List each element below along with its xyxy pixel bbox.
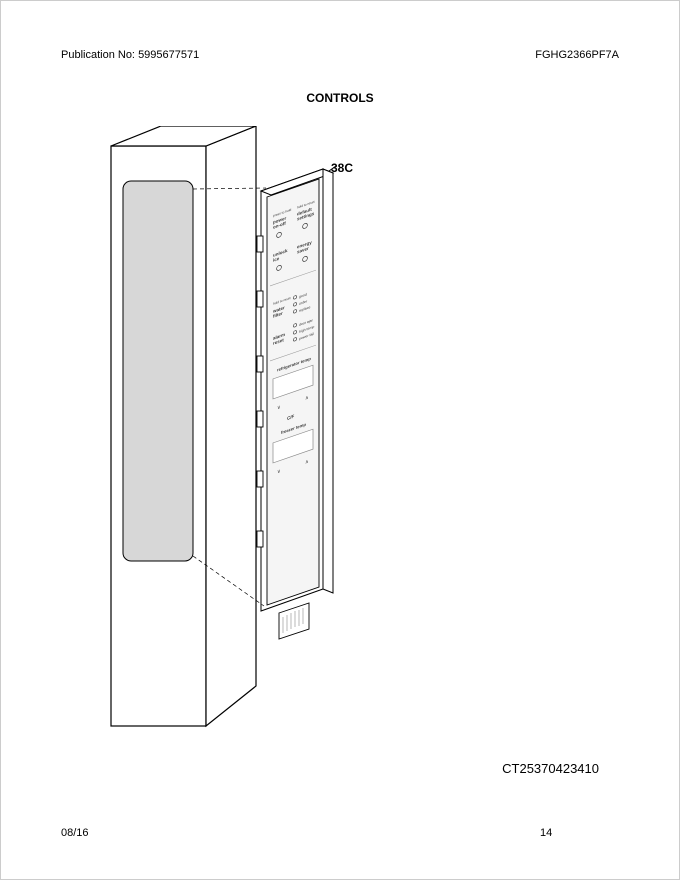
controls-diagram: press to hold hold to reset power on-off… xyxy=(86,126,596,766)
page-header: Publication No: 5995677571 FGHG2366PF7A xyxy=(61,49,619,61)
section-title: CONTROLS xyxy=(1,91,679,105)
document-code: CT25370423410 xyxy=(502,761,599,776)
document-page: Publication No: 5995677571 FGHG2366PF7A … xyxy=(0,0,680,880)
model-number: FGHG2366PF7A xyxy=(535,49,619,61)
page-footer: 08/16 14 xyxy=(61,827,619,839)
footer-date: 08/16 xyxy=(61,827,340,839)
publication-number: Publication No: 5995677571 xyxy=(61,49,199,61)
footer-page-number: 14 xyxy=(340,827,619,839)
